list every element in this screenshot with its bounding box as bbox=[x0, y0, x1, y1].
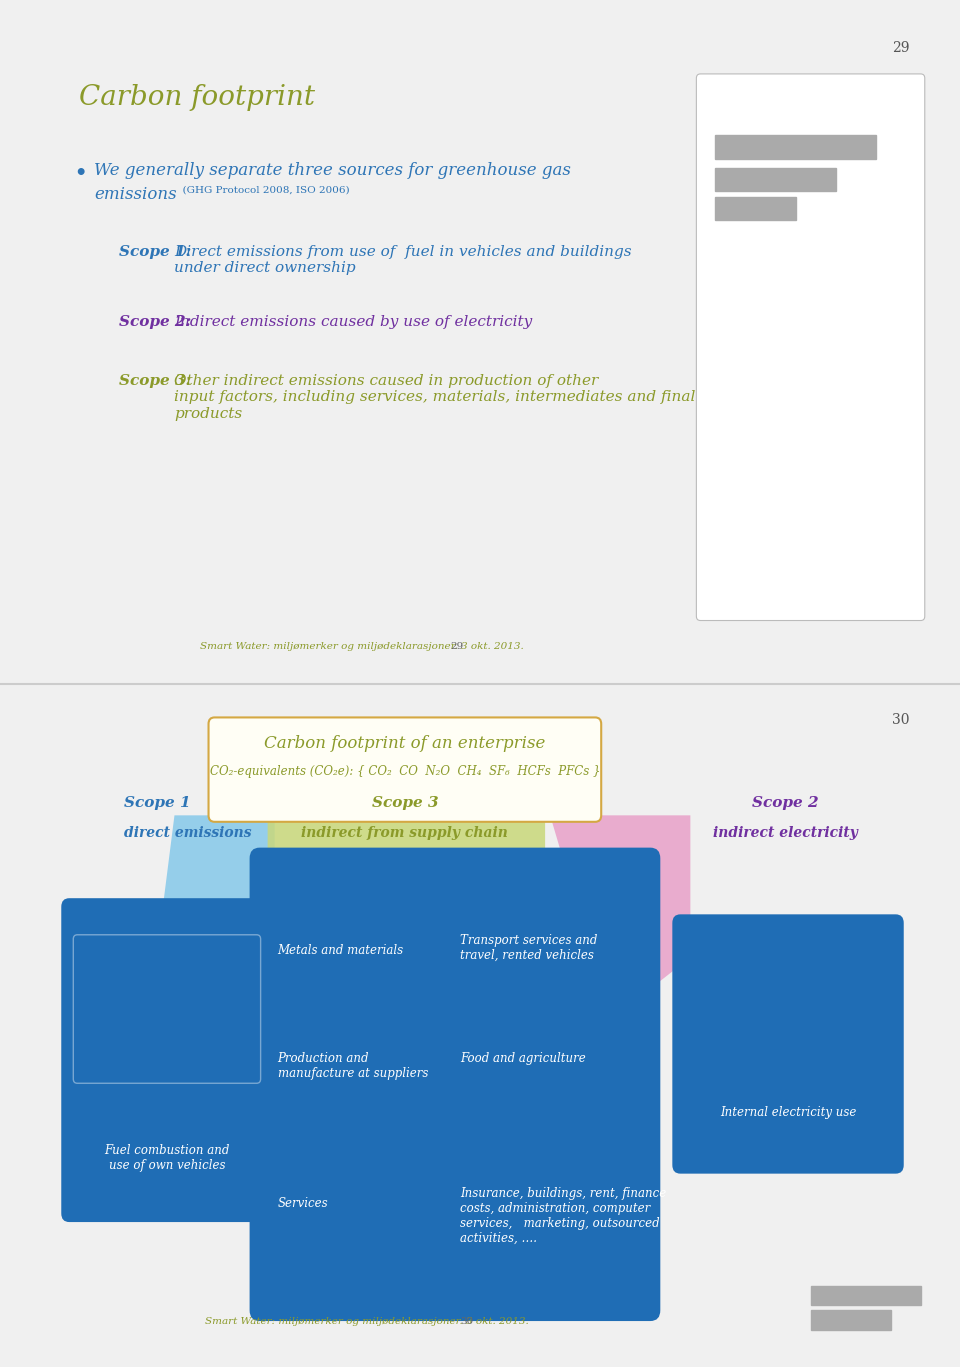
Text: Scope 1:: Scope 1: bbox=[119, 245, 192, 258]
Text: direct emissions: direct emissions bbox=[125, 826, 252, 841]
Text: Metals and materials: Metals and materials bbox=[277, 945, 404, 957]
Text: 30: 30 bbox=[460, 1318, 473, 1326]
Text: Direct emissions from use of  fuel in vehicles and buildings
under direct owners: Direct emissions from use of fuel in veh… bbox=[175, 245, 632, 275]
Text: 29: 29 bbox=[450, 641, 463, 651]
Bar bbox=[810, 1285, 921, 1305]
Text: Carbon footprint of an enterprise: Carbon footprint of an enterprise bbox=[264, 734, 545, 752]
Text: indirect from supply chain: indirect from supply chain bbox=[301, 826, 508, 841]
Text: 29: 29 bbox=[892, 41, 909, 55]
Text: Carbon footprint: Carbon footprint bbox=[80, 83, 315, 111]
Text: emissions: emissions bbox=[94, 186, 177, 202]
Text: We generally separate three sources for greenhouse gas: We generally separate three sources for … bbox=[94, 163, 571, 179]
Text: Other indirect emissions caused in production of other
input factors, including : Other indirect emissions caused in produ… bbox=[175, 375, 696, 421]
Text: Services: Services bbox=[277, 1197, 328, 1210]
Text: Scope 2:: Scope 2: bbox=[119, 314, 192, 329]
Text: Smart Water: miljømerker og miljødeklarasjoner. 3 okt. 2013.: Smart Water: miljømerker og miljødeklara… bbox=[204, 1318, 528, 1326]
Text: Indirect emissions caused by use of electricity: Indirect emissions caused by use of elec… bbox=[175, 314, 533, 329]
Bar bbox=[715, 168, 835, 191]
FancyBboxPatch shape bbox=[61, 898, 273, 1222]
FancyBboxPatch shape bbox=[696, 74, 924, 621]
Text: Fuel combustion and
use of own vehicles: Fuel combustion and use of own vehicles bbox=[105, 1144, 229, 1172]
Bar bbox=[810, 1311, 891, 1330]
Text: Scope 1: Scope 1 bbox=[125, 796, 191, 811]
FancyBboxPatch shape bbox=[208, 718, 601, 822]
Polygon shape bbox=[134, 815, 300, 998]
Bar bbox=[715, 135, 876, 159]
FancyBboxPatch shape bbox=[672, 915, 903, 1174]
Text: 30: 30 bbox=[892, 714, 909, 727]
Polygon shape bbox=[229, 815, 580, 1020]
Text: indirect electricity: indirect electricity bbox=[713, 826, 858, 841]
Text: Scope 3:: Scope 3: bbox=[119, 375, 192, 388]
Polygon shape bbox=[550, 815, 720, 998]
FancyBboxPatch shape bbox=[250, 848, 660, 1321]
Text: Smart Water: miljømerker og miljødeklarasjoner. 3 okt. 2013.: Smart Water: miljømerker og miljødeklara… bbox=[200, 641, 523, 651]
Text: Scope 3: Scope 3 bbox=[372, 796, 438, 811]
Text: •: • bbox=[74, 164, 86, 183]
Text: Transport services and
travel, rented vehicles: Transport services and travel, rented ve… bbox=[460, 934, 597, 962]
Text: (GHG Protocol 2008, ISO 2006): (GHG Protocol 2008, ISO 2006) bbox=[177, 186, 350, 195]
Text: Insurance, buildings, rent, finance
costs, administration, computer
services,   : Insurance, buildings, rent, finance cost… bbox=[460, 1187, 666, 1244]
Text: Production and
manufacture at suppliers: Production and manufacture at suppliers bbox=[277, 1053, 428, 1080]
Text: Food and agriculture: Food and agriculture bbox=[460, 1053, 586, 1065]
Bar bbox=[715, 197, 796, 220]
Text: Internal electricity use: Internal electricity use bbox=[720, 1106, 856, 1118]
Text: Scope 2: Scope 2 bbox=[753, 796, 819, 811]
Text: CO₂-equivalents (CO₂e): { CO₂  CO  N₂O  CH₄  SF₆  HCFs  PFCs }: CO₂-equivalents (CO₂e): { CO₂ CO N₂O CH₄… bbox=[209, 764, 600, 778]
